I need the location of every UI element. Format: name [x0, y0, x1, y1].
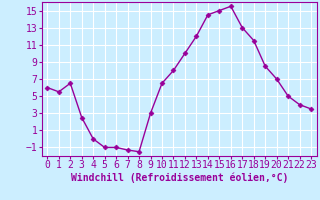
X-axis label: Windchill (Refroidissement éolien,°C): Windchill (Refroidissement éolien,°C)	[70, 173, 288, 183]
